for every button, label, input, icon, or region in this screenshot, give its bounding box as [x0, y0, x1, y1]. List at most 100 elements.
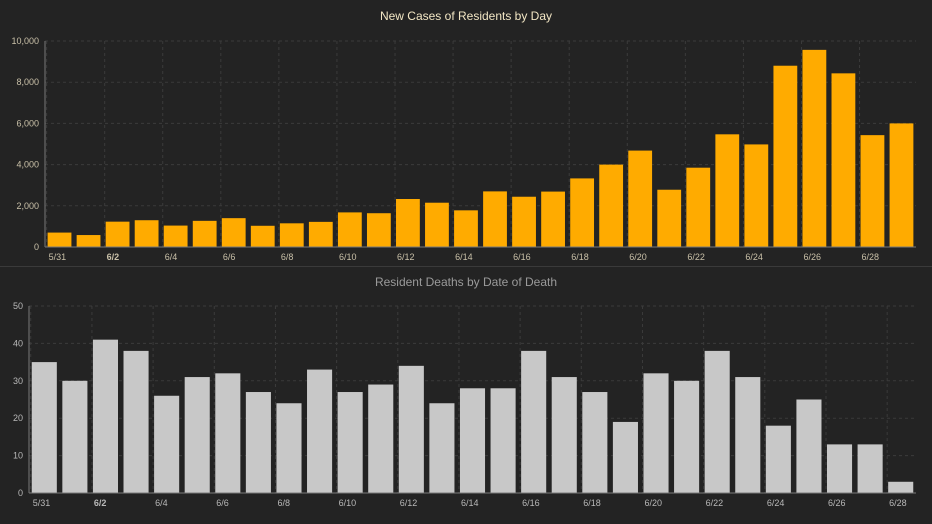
y-tick-label: 6,000: [16, 118, 39, 128]
bar-6-4[interactable]: [163, 225, 188, 247]
x-tick-label: 6/14: [461, 498, 479, 508]
bar-6-23[interactable]: [715, 134, 740, 247]
bar-6-7[interactable]: [245, 392, 271, 493]
x-tick-label: 5/31: [33, 498, 51, 508]
x-tick-label: 6/24: [767, 498, 785, 508]
x-tick-label: 6/8: [277, 498, 290, 508]
bar-6-22[interactable]: [686, 167, 711, 247]
bar-6-6[interactable]: [215, 373, 241, 493]
deaths-chart: 0 10 20 30 40 50 5/31 6/2 6/4 6/6 6/8 6/10 6/12 6/14 6…: [13, 301, 916, 508]
bar-6-28[interactable]: [860, 135, 885, 247]
bar-6-11[interactable]: [368, 384, 394, 493]
bar-6-5[interactable]: [192, 220, 217, 247]
bar-6-24[interactable]: [744, 144, 769, 247]
bar-6-1[interactable]: [62, 380, 88, 493]
x-tick-label: 6/18: [583, 498, 601, 508]
bar-6-2[interactable]: [105, 221, 130, 247]
y-tick-label: 50: [13, 301, 23, 311]
bar-5-31[interactable]: [31, 362, 57, 493]
bar-6-11[interactable]: [366, 213, 391, 247]
y-tick-label: 0: [18, 488, 23, 498]
bar-6-26[interactable]: [802, 49, 827, 247]
x-tick-label: 6/8: [281, 252, 294, 262]
x-tick-label: 6/20: [644, 498, 662, 508]
x-tick-label: 6/14: [455, 252, 473, 262]
bar-6-12[interactable]: [396, 199, 420, 247]
bar-6-17[interactable]: [551, 377, 577, 493]
x-tick-label: 6/2: [107, 252, 120, 262]
bar-6-13[interactable]: [425, 202, 449, 247]
x-tick-label: 6/4: [155, 498, 168, 508]
bar-6-4[interactable]: [154, 395, 180, 493]
bar-6-24[interactable]: [765, 425, 791, 493]
bar-6-17[interactable]: [541, 191, 565, 247]
bar-5-31[interactable]: [47, 232, 72, 247]
bar-6-20[interactable]: [643, 373, 669, 493]
bar-6-2[interactable]: [92, 339, 119, 493]
bar-6-14[interactable]: [459, 388, 486, 493]
bar-6-14[interactable]: [454, 210, 478, 247]
bar-6-3[interactable]: [123, 350, 149, 493]
bar-6-3[interactable]: [134, 220, 159, 247]
x-tick-label: 6/16: [513, 252, 531, 262]
bar-6-9[interactable]: [307, 369, 333, 493]
bar-6-25[interactable]: [773, 65, 798, 247]
bar-6-1[interactable]: [76, 235, 101, 247]
y-tick-label: 40: [13, 338, 23, 348]
bar-6-20[interactable]: [628, 150, 653, 247]
bar-6-27[interactable]: [857, 444, 883, 493]
bar-6-13[interactable]: [429, 403, 455, 493]
bar-6-15[interactable]: [483, 191, 507, 247]
bar-6-8[interactable]: [279, 223, 304, 247]
bar-6-28[interactable]: [888, 481, 914, 493]
x-tick-label: 6/10: [339, 498, 357, 508]
x-tick-label: 6/22: [706, 498, 724, 508]
y-tick-label: 4,000: [16, 160, 39, 170]
y-tick-label: 10,000: [11, 36, 39, 46]
x-tick-label: 6/22: [687, 252, 705, 262]
bar-6-10[interactable]: [337, 212, 362, 247]
bar-6-21[interactable]: [657, 189, 682, 247]
bar-6-19[interactable]: [599, 164, 624, 247]
bar-6-10[interactable]: [337, 392, 363, 493]
x-tick-label: 6/6: [223, 252, 236, 262]
bar-6-16[interactable]: [512, 196, 536, 247]
y-tick-label: 0: [34, 242, 39, 252]
bar-6-19[interactable]: [612, 421, 638, 493]
bar-6-21[interactable]: [674, 380, 700, 493]
bar-6-16[interactable]: [521, 350, 547, 493]
bar-6-5[interactable]: [184, 377, 210, 493]
bar-6-9[interactable]: [308, 221, 333, 247]
x-tick-label: 6/20: [629, 252, 647, 262]
y-tick-label: 8,000: [16, 77, 39, 87]
bar-6-7[interactable]: [250, 225, 275, 247]
chart-title-deaths: Resident Deaths by Date of Death: [374, 275, 558, 289]
y-tick-label: 2,000: [16, 201, 39, 211]
bar-6-8[interactable]: [276, 403, 302, 493]
x-tick-label: 6/12: [397, 252, 415, 262]
chart-title-new-cases: New Cases of Residents by Day: [379, 9, 553, 23]
y-tick-label: 30: [13, 376, 23, 386]
x-tick-label: 6/4: [165, 252, 178, 262]
bar-6-25[interactable]: [796, 399, 822, 494]
bar-6-6[interactable]: [221, 218, 246, 247]
x-tick-label: 6/16: [522, 498, 540, 508]
x-tick-label: 6/28: [862, 252, 880, 262]
x-tick-label: 6/18: [571, 252, 589, 262]
y-tick-label: 20: [13, 413, 23, 423]
bar-6-29[interactable]: [889, 123, 914, 247]
bar-6-18[interactable]: [570, 178, 595, 247]
bar-6-23[interactable]: [735, 377, 761, 493]
bar-6-18[interactable]: [582, 392, 608, 493]
chart-divider: [0, 266, 932, 267]
bar-6-12[interactable]: [398, 365, 424, 493]
bar-6-26[interactable]: [826, 444, 853, 493]
bar-6-15[interactable]: [490, 388, 516, 493]
bar-6-27[interactable]: [831, 73, 856, 247]
bar-6-22[interactable]: [704, 350, 730, 493]
new-cases-chart: 0 2,000 4,000 6,000 8,000 10,000 5/31 6/2 6/4 6/6…: [11, 36, 916, 262]
y-tick-label: 10: [13, 451, 23, 461]
x-tick-label: 6/26: [803, 252, 821, 262]
x-tick-label: 6/6: [216, 498, 229, 508]
